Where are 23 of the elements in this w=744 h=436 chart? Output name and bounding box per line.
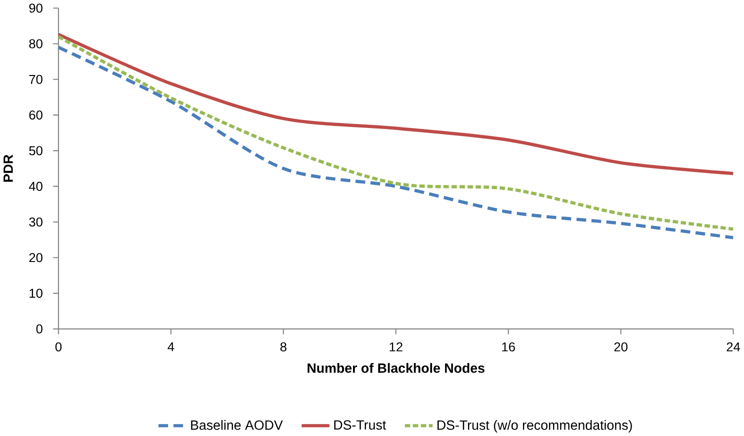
legend-label: DS-Trust (w/o recommendations) (437, 420, 632, 433)
y-axis-title: PDR (4, 154, 13, 182)
x-tick-label: 4 (168, 342, 174, 352)
x-tick-label: 0 (55, 342, 62, 352)
line-series (58, 33, 734, 176)
legend-label: Baseline AODV (191, 420, 283, 430)
x-tick-label: 8 (280, 342, 286, 352)
x-tick-label: 20 (614, 342, 628, 352)
legend-label: DS-Trust (334, 420, 386, 430)
x-tick-label: 24 (726, 342, 740, 352)
y-tick-label: 20 (29, 253, 42, 262)
x-tick-label: 12 (390, 342, 402, 352)
y-tick-label: 50 (29, 146, 42, 156)
x-axis-title: Number of Blackhole Nodes (308, 363, 484, 374)
y-tick-label: 0 (36, 324, 42, 334)
y-tick-label: 30 (29, 218, 42, 227)
y-tick-label: 90 (29, 4, 42, 13)
x-tick-label: 16 (502, 342, 515, 352)
y-tick-label: 40 (28, 182, 42, 192)
y-tick-label: 10 (30, 288, 42, 298)
y-tick-label: 60 (29, 110, 42, 120)
y-tick-label: 80 (29, 39, 42, 48)
y-tick-label: 70 (29, 75, 42, 84)
